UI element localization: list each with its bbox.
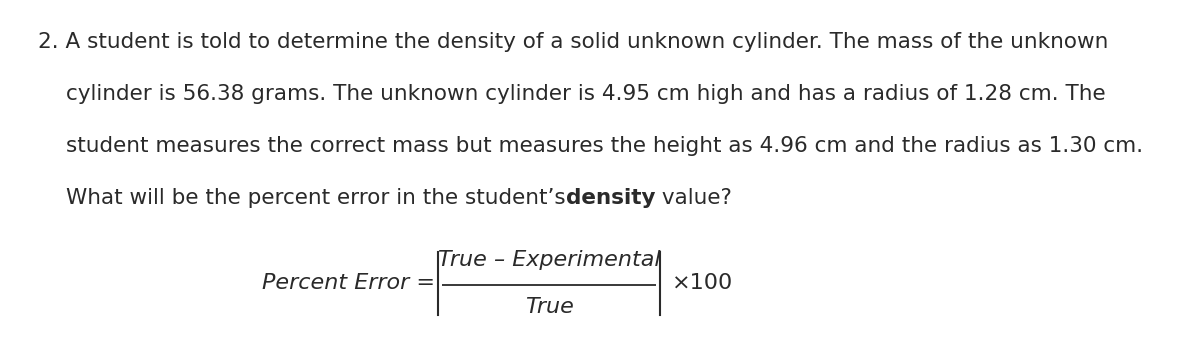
- Text: cylinder is 56.38 grams. The unknown cylinder is 4.95 cm high and has a radius o: cylinder is 56.38 grams. The unknown cyl…: [66, 84, 1105, 104]
- Text: ×100: ×100: [672, 273, 733, 293]
- Text: True: True: [524, 297, 574, 317]
- Text: value?: value?: [655, 188, 732, 208]
- Text: Percent Error =: Percent Error =: [262, 273, 436, 293]
- Text: density: density: [565, 188, 655, 208]
- Text: True – Experimental: True – Experimental: [438, 250, 660, 270]
- Text: What will be the percent error in the student’s: What will be the percent error in the st…: [66, 188, 565, 208]
- Text: student measures the correct mass but measures the height as 4.96 cm and the rad: student measures the correct mass but me…: [66, 136, 1144, 156]
- Text: 2. A student is told to determine the density of a solid unknown cylinder. The m: 2. A student is told to determine the de…: [38, 32, 1109, 52]
